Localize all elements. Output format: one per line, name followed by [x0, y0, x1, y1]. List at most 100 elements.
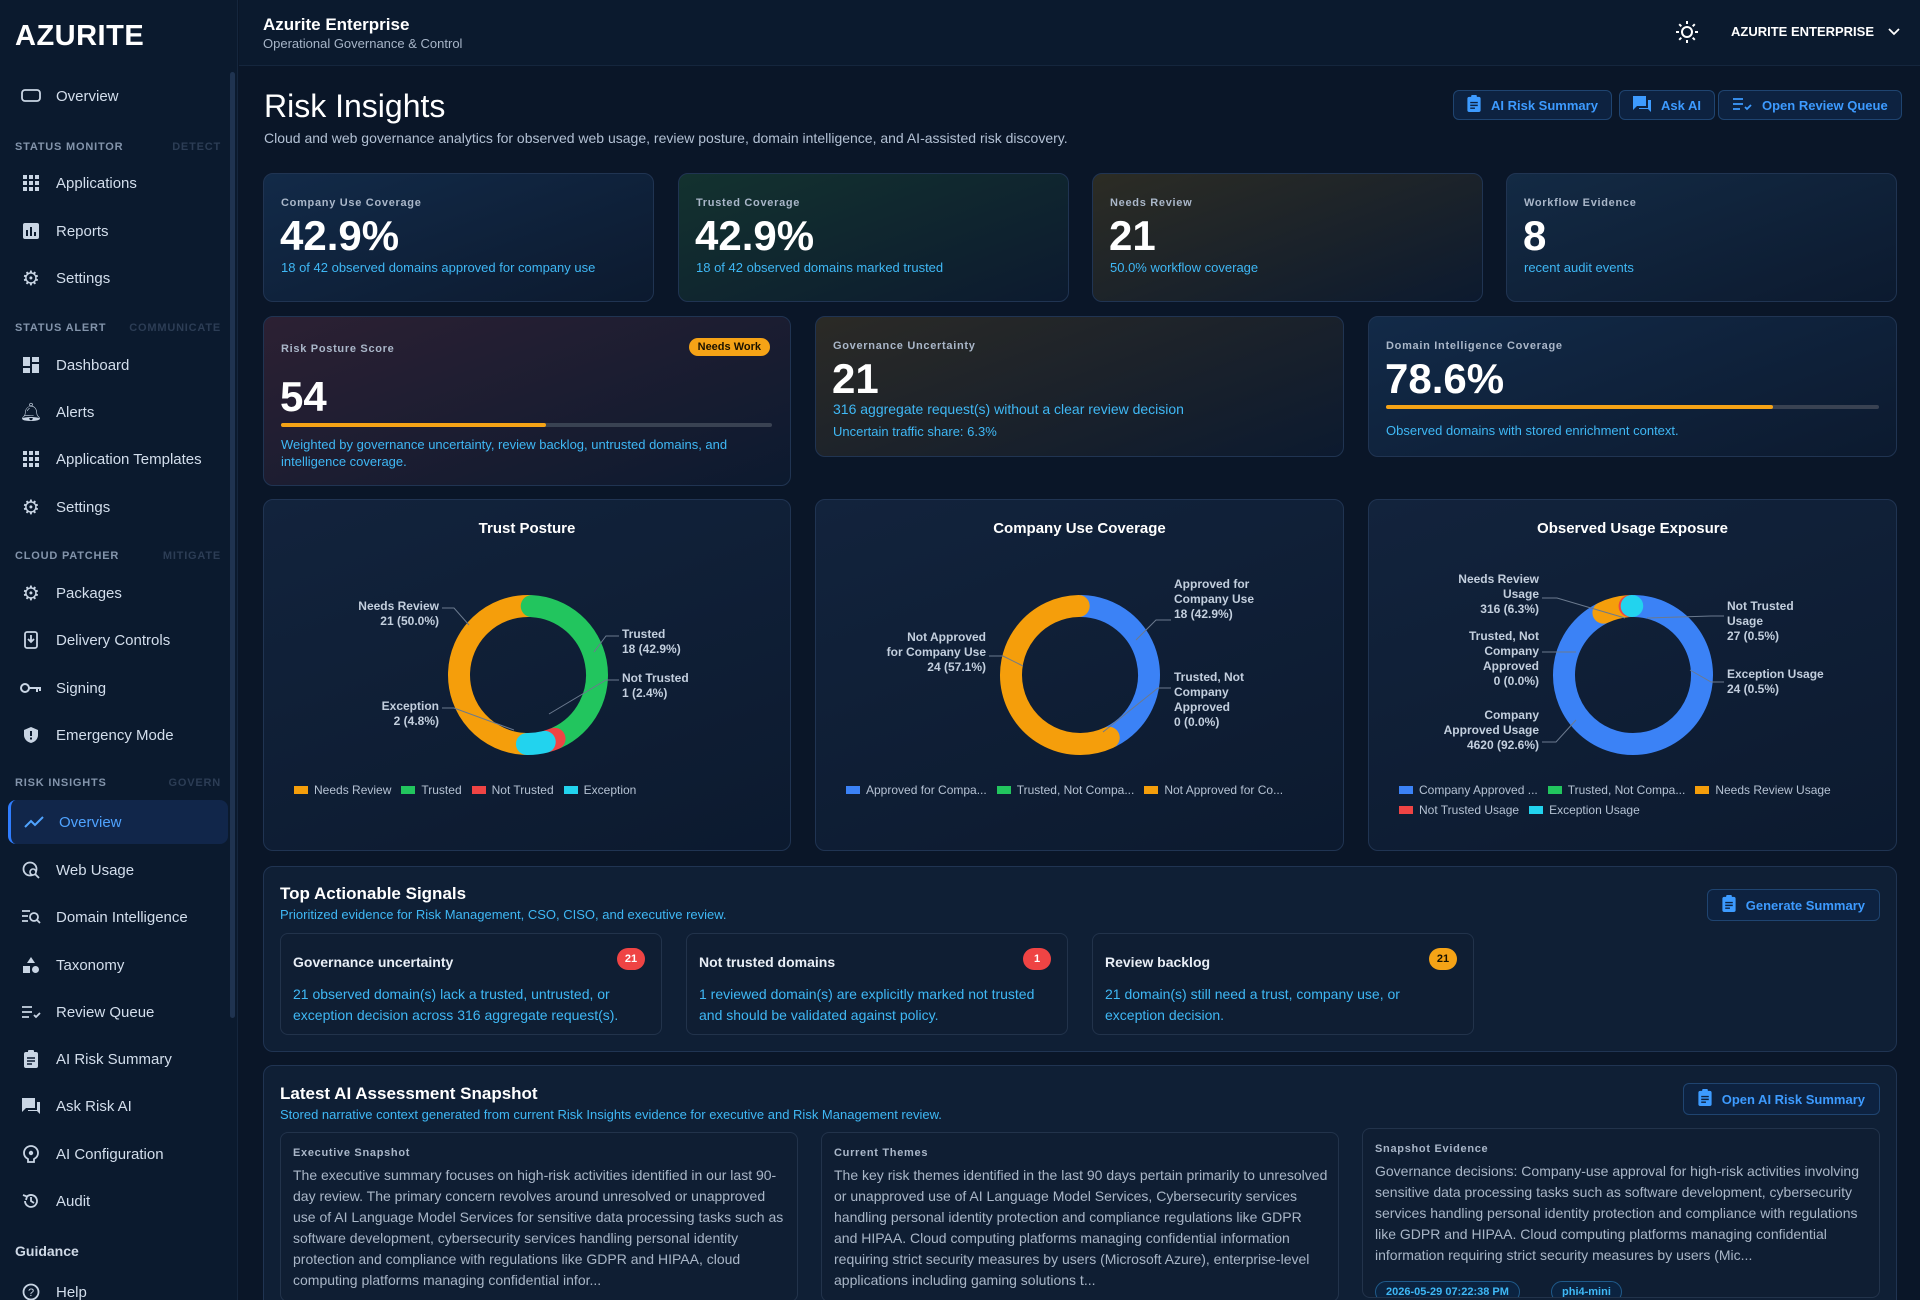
sidebar-item-ai-risk-summary[interactable]: AI Risk Summary: [8, 1037, 228, 1081]
sidebar-item-ai-configuration[interactable]: AI Configuration: [8, 1132, 228, 1176]
legend-label: Exception Usage: [1549, 803, 1640, 817]
section-subtitle: Prioritized evidence for Risk Management…: [280, 907, 727, 922]
sidebar-item-settings-alert[interactable]: ⚙ Settings: [8, 485, 228, 529]
leader-line: [1102, 687, 1171, 733]
stat-desc: 50.0% workflow coverage: [1110, 260, 1259, 275]
company-use-chart-card: Company Use Coverage Approved for Company…: [815, 499, 1344, 851]
sidebar-item-overview-top[interactable]: Overview: [8, 74, 228, 118]
signal-count-badge: 1: [1023, 948, 1051, 970]
donut-slice-needs-review[interactable]: [448, 595, 541, 755]
page-subtitle: Cloud and web governance analytics for o…: [264, 130, 1068, 146]
sidebar-item-signing[interactable]: Signing: [8, 666, 228, 710]
sidebar-item-packages[interactable]: ⚙ Packages: [8, 571, 228, 615]
stat-desc: Weighted by governance uncertainty, revi…: [281, 437, 728, 469]
page-title: Risk Insights: [264, 88, 446, 124]
topbar: Azurite Enterprise Operational Governanc…: [239, 0, 1920, 66]
legend-item[interactable]: Company Approved ...: [1399, 780, 1538, 800]
domain-intel-progress-fill: [1386, 405, 1774, 409]
legend-item[interactable]: Not Trusted Usage: [1399, 800, 1519, 820]
shield-icon: [20, 724, 42, 746]
section-title: Top Actionable Signals: [280, 884, 467, 903]
donut-slice-approved-for-company-use[interactable]: [1070, 595, 1160, 748]
stat-label: Workflow Evidence: [1524, 197, 1637, 209]
slice-name-label: Needs Review: [1458, 572, 1539, 586]
sidebar-item-label: Settings: [56, 269, 111, 287]
sidebar-item-settings[interactable]: ⚙ Settings: [8, 256, 228, 300]
key-icon: [20, 677, 42, 699]
sidebar-item-delivery-controls[interactable]: Delivery Controls: [8, 618, 228, 662]
donut-slice-company-approved-usage[interactable]: [1553, 595, 1713, 755]
section-risk-insights: RISK INSIGHTS GOVERN: [15, 777, 221, 789]
domain-intelligence-card: Domain Intelligence Coverage 78.6% Obser…: [1368, 316, 1897, 457]
brand-logo[interactable]: AZURITE: [15, 20, 145, 52]
legend-item[interactable]: Trusted: [401, 780, 462, 800]
generate-summary-button[interactable]: Generate Summary: [1706, 889, 1880, 921]
sidebar-item-emergency-mode[interactable]: Emergency Mode: [8, 713, 228, 757]
sidebar-item-help[interactable]: ? Help: [8, 1270, 228, 1300]
sidebar-item-label: Packages: [56, 584, 122, 602]
sidebar-item-label: Overview: [56, 87, 119, 105]
sidebar-item-domain-intelligence[interactable]: Domain Intelligence: [8, 895, 228, 939]
ask-ai-button[interactable]: Ask AI: [1619, 90, 1715, 120]
legend-label: Trusted, Not Compa...: [1016, 783, 1135, 797]
legend-item[interactable]: Trusted, Not Compa...: [996, 780, 1135, 800]
legend-label: Exception: [583, 783, 637, 797]
slice-name-label: Company: [1484, 708, 1539, 722]
legend-swatch: [471, 786, 486, 794]
open-ai-risk-summary-button[interactable]: Open AI Risk Summary: [1682, 1083, 1880, 1115]
leader-line: [593, 635, 619, 653]
stat-desc: 18 of 42 observed domains marked trusted: [696, 260, 944, 275]
slice-value-label: 18 (42.9%): [1174, 607, 1233, 621]
sidebar-item-review-queue[interactable]: Review Queue: [8, 990, 228, 1034]
stat-label: Company Use Coverage: [281, 197, 422, 209]
legend-swatch: [1695, 786, 1710, 794]
sidebar-item-audit[interactable]: Audit: [8, 1179, 228, 1223]
checklist-icon: [1732, 97, 1752, 114]
sidebar-item-dashboard[interactable]: Dashboard: [8, 343, 228, 387]
list-search-icon: [20, 906, 42, 928]
legend-item[interactable]: Trusted, Not Compa...: [1547, 780, 1685, 800]
sidebar-item-reports[interactable]: Reports: [8, 209, 228, 253]
signal-card-not-trusted[interactable]: Not trusted domains 1 1 reviewed domain(…: [686, 933, 1068, 1035]
app-subtitle: Operational Governance & Control: [263, 36, 463, 51]
slice-value-label: 316 (6.3%): [1480, 602, 1539, 616]
sidebar-item-taxonomy[interactable]: Taxonomy: [8, 943, 228, 987]
sidebar-scrollbar[interactable]: [230, 72, 235, 1018]
sidebar-item-label: Reports: [56, 222, 109, 240]
section-subtitle: Stored narrative context generated from …: [280, 1107, 942, 1122]
donut-slice-exception[interactable]: [515, 730, 556, 755]
slice-name-label: Not Trusted: [622, 671, 689, 685]
donut-slice-trusted[interactable]: [520, 595, 608, 749]
sidebar-item-applications[interactable]: Applications: [8, 161, 228, 205]
legend-item[interactable]: Not Approved for Co...: [1144, 780, 1283, 800]
signal-card-review-backlog[interactable]: Review backlog 21 21 domain(s) still nee…: [1092, 933, 1474, 1035]
panel-label: Current Themes: [834, 1147, 929, 1159]
snapshot-panel-themes: Current Themes The key risk themes ident…: [821, 1132, 1339, 1300]
legend-label: Needs Review: [314, 783, 392, 797]
sidebar-item-ask-risk-ai[interactable]: Ask Risk AI: [8, 1084, 228, 1128]
theme-toggle-sun-icon[interactable]: [1675, 20, 1699, 49]
legend-item[interactable]: Not Trusted: [471, 780, 554, 800]
legend-item[interactable]: Needs Review Usage: [1695, 780, 1831, 800]
legend-label: Not Trusted Usage: [1419, 803, 1520, 817]
clipboard-icon: [1722, 895, 1736, 915]
sidebar-item-alerts[interactable]: 🔔︎ Alerts: [8, 390, 228, 434]
chart-legend: Company Approved ... Trusted, Not Compa..…: [1399, 780, 1869, 820]
tenant-selector[interactable]: AZURITE ENTERPRISE: [1731, 24, 1900, 39]
slice-value-label: 0 (0.0%): [1174, 715, 1219, 729]
ai-risk-summary-button[interactable]: AI Risk Summary: [1453, 90, 1612, 120]
sidebar-item-risk-overview[interactable]: Overview: [8, 800, 228, 844]
legend-item[interactable]: Approved for Compa...: [846, 780, 987, 800]
slice-name-label: Trusted, Not: [1174, 670, 1244, 684]
legend-item[interactable]: Needs Review: [294, 780, 391, 800]
sidebar-item-web-usage[interactable]: Web Usage: [8, 848, 228, 892]
globe-search-icon: [20, 859, 42, 881]
donut-slice-not-approved-for-company-use[interactable]: [1000, 595, 1120, 755]
legend-item[interactable]: Exception Usage: [1529, 800, 1640, 820]
legend-item[interactable]: Exception: [563, 780, 637, 800]
signal-card-governance-uncertainty[interactable]: Governance uncertainty 21 21 observed do…: [280, 933, 662, 1035]
legend-swatch: [1144, 786, 1159, 794]
open-review-queue-button[interactable]: Open Review Queue: [1718, 90, 1902, 120]
sidebar-item-application-templates[interactable]: Application Templates: [8, 437, 228, 481]
